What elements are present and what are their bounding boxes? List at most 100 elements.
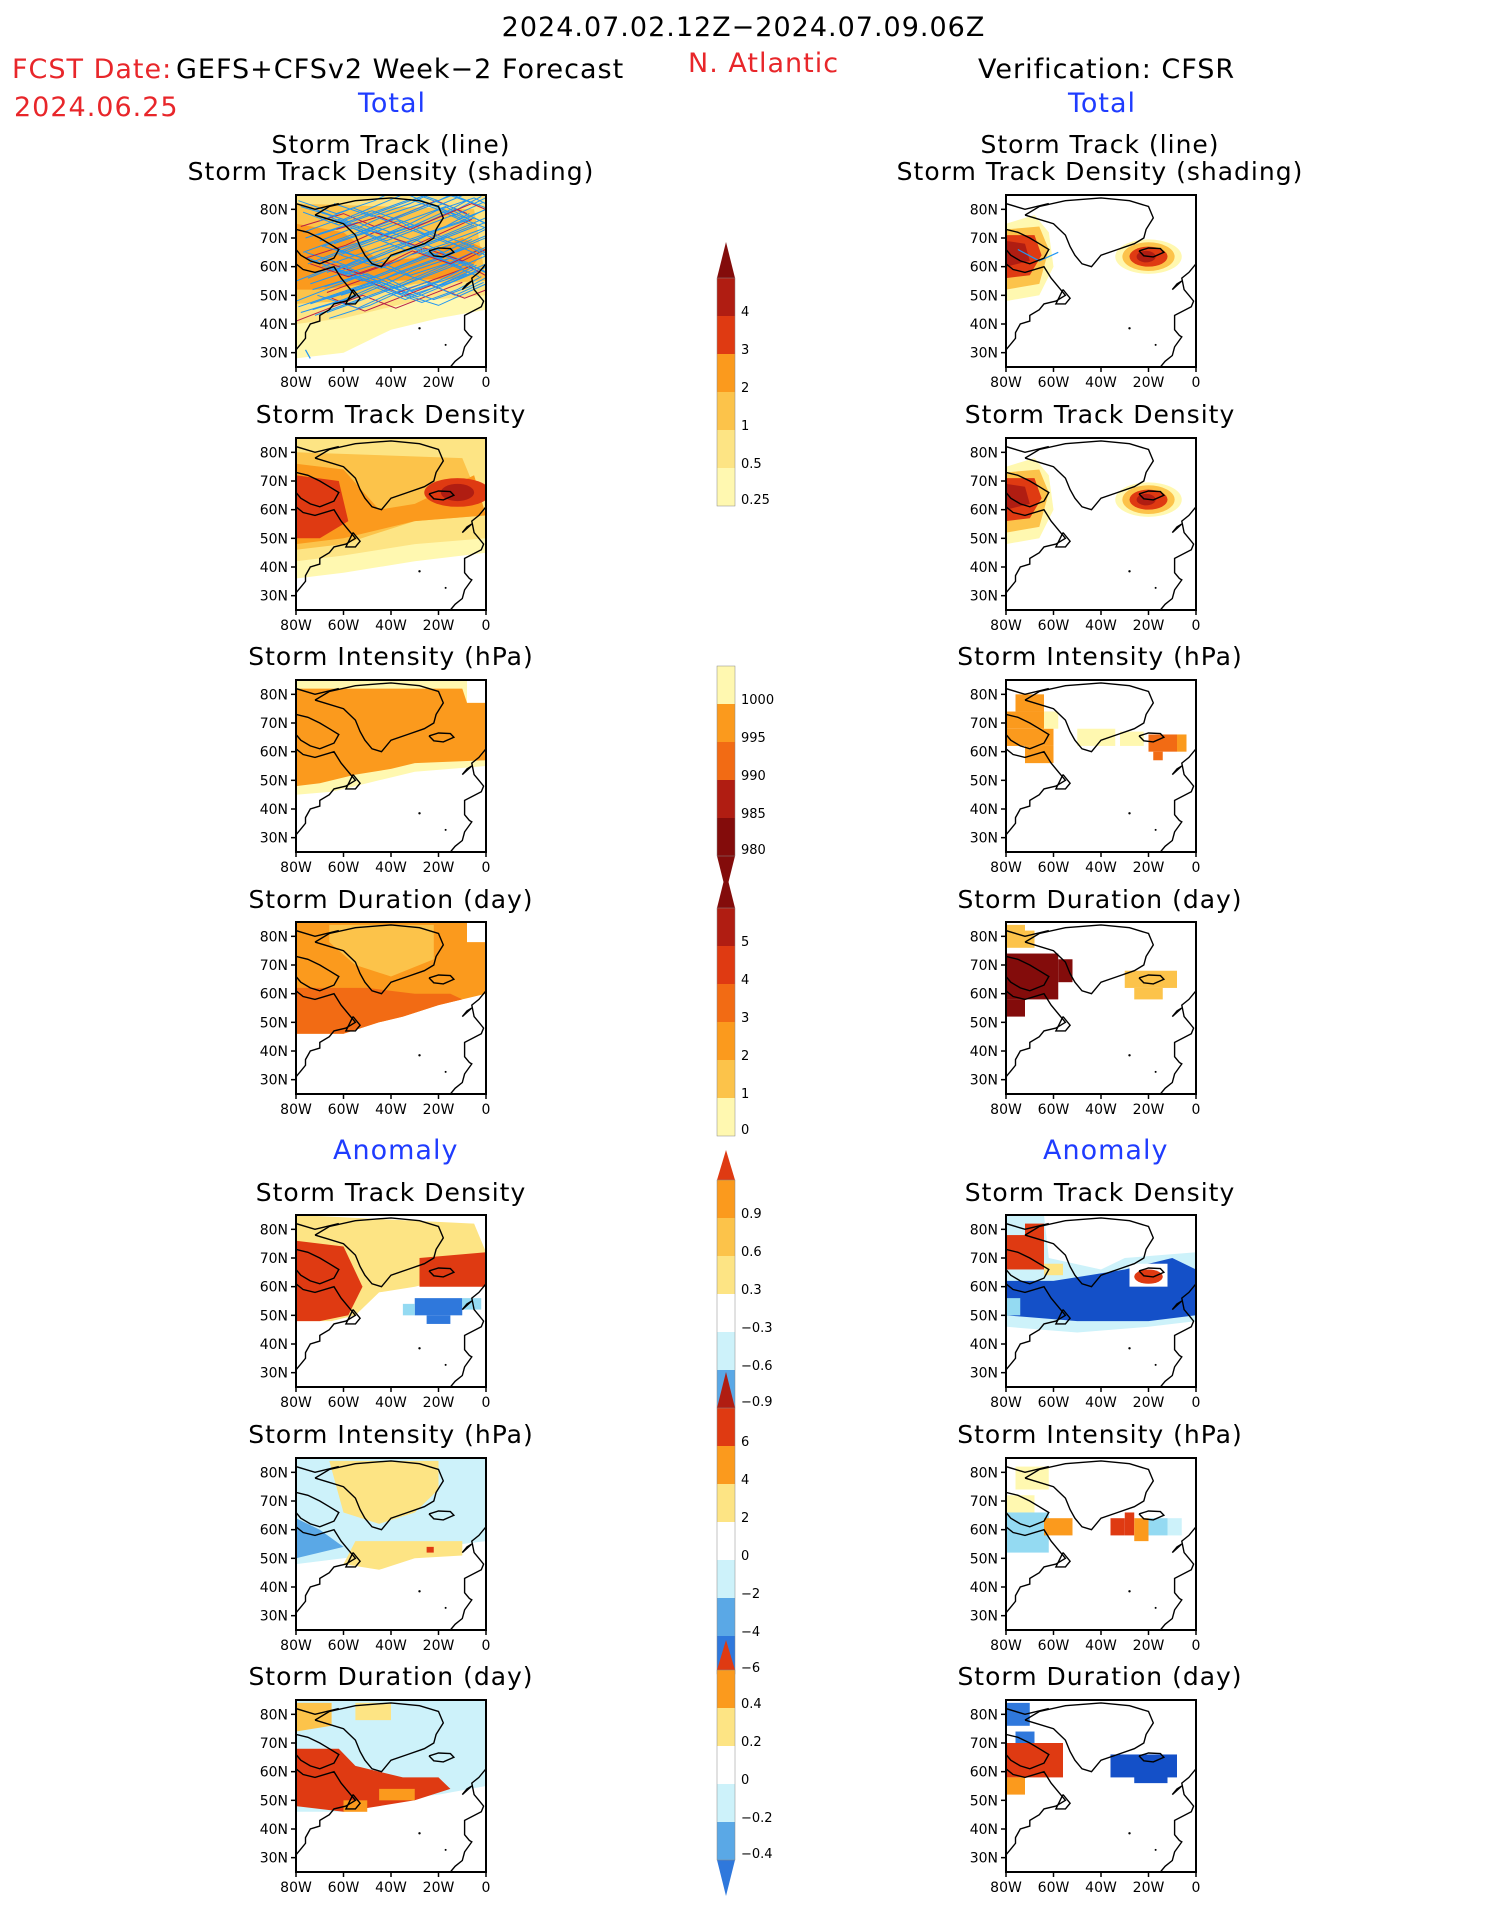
colorbar-label: 2 xyxy=(741,1049,749,1064)
newfoundland-coast xyxy=(1054,774,1072,790)
greenland-coast xyxy=(1024,197,1155,268)
colorbar-segment xyxy=(717,392,735,430)
na-coast xyxy=(1006,990,1067,1081)
lat-tick-label: 70N xyxy=(260,1494,288,1510)
europe-africa-coast xyxy=(1159,1768,1196,1872)
lon-tick-label: 40W xyxy=(1085,618,1117,634)
lon-tick-label: 80W xyxy=(990,1102,1022,1118)
lat-tick-label: 40N xyxy=(970,1822,998,1838)
total-label-right: Total xyxy=(1068,88,1137,119)
lat-tick-label: 30N xyxy=(260,831,288,847)
greenland-coast xyxy=(314,1217,445,1288)
title-track-line-left: Storm Track (line) xyxy=(271,130,511,159)
lat-tick-label: 30N xyxy=(970,1851,998,1867)
grid-cell xyxy=(343,1800,368,1812)
colorbar-intensity: 1000 995 990 985 980 xyxy=(716,665,774,892)
lat-tick-label: 70N xyxy=(970,958,998,974)
lat-tick-label: 30N xyxy=(260,589,288,605)
colorbar-label: 0.3 xyxy=(741,1283,762,1298)
lon-tick-label: 40W xyxy=(1085,1638,1117,1654)
grid-cell xyxy=(1153,751,1163,761)
azores-dot xyxy=(1128,570,1131,573)
europe-africa-coast xyxy=(1159,748,1196,852)
lon-tick-label: 20W xyxy=(423,618,455,634)
colorbar-arrow-bottom xyxy=(717,1860,735,1896)
lon-tick-label: 60W xyxy=(328,1395,360,1411)
colorbar-arrow-top xyxy=(717,1640,735,1670)
ellesmere-coast xyxy=(1006,1707,1049,1716)
lat-tick-label: 70N xyxy=(970,1494,998,1510)
lat-tick-label: 50N xyxy=(260,531,288,547)
storm-track-line xyxy=(331,284,486,312)
panel-duration-right: 80N 70N 60N 50N 40N 30N 80W 60W 40W 20W 0 xyxy=(970,921,1200,1118)
lat-tick-label: 40N xyxy=(260,802,288,818)
grid-cell xyxy=(1025,745,1054,764)
grid-cell xyxy=(462,1298,482,1310)
storm-track-line xyxy=(329,263,486,299)
region-label: N. Atlantic xyxy=(688,48,840,79)
greenland-coast xyxy=(1024,1217,1155,1288)
lon-tick-label: 80W xyxy=(280,1880,312,1896)
lat-tick-label: 80N xyxy=(260,687,288,703)
ireland-coast xyxy=(1171,1300,1183,1311)
grid-cell xyxy=(1120,731,1144,746)
newfoundland-coast xyxy=(344,1794,362,1810)
lon-tick-label: 40W xyxy=(1085,1880,1117,1896)
verification-label: Verification: CFSR xyxy=(978,54,1236,85)
lat-tick-label: 40N xyxy=(970,317,998,333)
na-coast xyxy=(296,263,357,354)
grid-cell xyxy=(1110,1518,1125,1536)
storm-track-line xyxy=(300,200,468,228)
lon-tick-label: 40W xyxy=(1085,860,1117,876)
lon-tick-label: 0 xyxy=(482,860,491,876)
ellesmere-coast xyxy=(1006,687,1049,696)
europe-africa-coast xyxy=(449,1768,486,1872)
azores-dot xyxy=(1128,1832,1131,1835)
lat-tick-label: 60N xyxy=(260,503,288,519)
grid-cell xyxy=(1006,1777,1025,1795)
colorbar-arrow-top xyxy=(717,872,735,908)
lon-tick-label: 0 xyxy=(482,1638,491,1654)
newfoundland-coast xyxy=(1054,289,1072,305)
azores-dot xyxy=(418,1347,421,1350)
field-contour xyxy=(1006,240,1030,267)
storm-track-line xyxy=(302,205,470,233)
europe-africa-coast xyxy=(1159,1526,1196,1630)
iceland-coast xyxy=(1138,1510,1166,1521)
newfoundland-coast xyxy=(344,774,362,790)
lat-tick-label: 60N xyxy=(970,1523,998,1539)
colorbar-label: 1 xyxy=(741,419,749,434)
lat-tick-label: 70N xyxy=(970,716,998,732)
lon-tick-label: 40W xyxy=(375,1638,407,1654)
storm-track-line xyxy=(300,195,465,220)
grid-cell xyxy=(426,1315,451,1324)
lat-tick-label: 50N xyxy=(970,531,998,547)
lat-tick-label: 80N xyxy=(970,687,998,703)
anomaly-label-right: Anomaly xyxy=(1043,1135,1169,1166)
lon-tick-label: 60W xyxy=(1038,375,1070,391)
title-intensity-left: Storm Intensity (hPa) xyxy=(248,642,534,671)
lat-tick-label: 60N xyxy=(970,503,998,519)
lat-tick-label: 40N xyxy=(970,1044,998,1060)
grid-cell xyxy=(1006,728,1054,746)
title-duration-left: Storm Duration (day) xyxy=(248,885,534,914)
lon-tick-label: 60W xyxy=(1038,1102,1070,1118)
greenland-coast xyxy=(314,440,445,511)
iceland-coast xyxy=(1138,732,1166,743)
field-contour xyxy=(296,1702,332,1732)
lat-tick-label: 50N xyxy=(970,773,998,789)
lon-tick-label: 20W xyxy=(1133,1102,1165,1118)
lon-tick-label: 0 xyxy=(482,1102,491,1118)
panel-anom-intensity-left: 80N 70N 60N 50N 40N 30N 80W 60W 40W 20W 0 xyxy=(260,1457,491,1654)
storm-track-line xyxy=(319,214,486,242)
colorbar-label: −4 xyxy=(741,1625,760,1640)
grid-cell xyxy=(1044,1518,1073,1536)
lon-tick-label: 40W xyxy=(375,618,407,634)
lat-tick-label: 30N xyxy=(260,1851,288,1867)
iceland-coast xyxy=(428,974,456,985)
europe-africa-coast xyxy=(1159,990,1196,1094)
colorbar-segment xyxy=(717,1746,735,1784)
europe-africa-coast xyxy=(449,1283,486,1387)
colorbar-label: 985 xyxy=(741,807,766,822)
lon-tick-label: 20W xyxy=(423,375,455,391)
